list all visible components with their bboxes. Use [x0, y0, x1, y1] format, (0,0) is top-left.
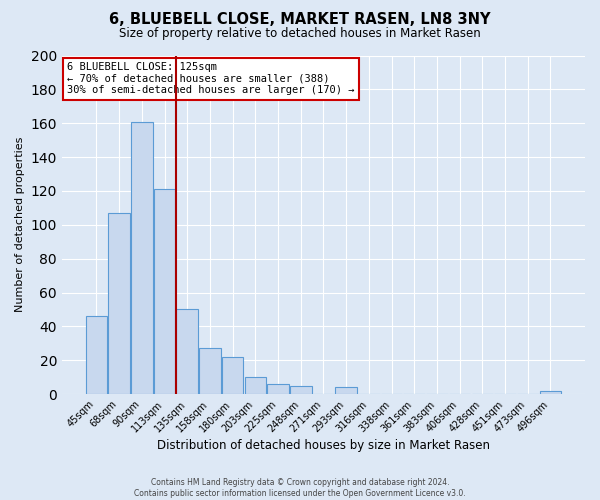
Text: 6, BLUEBELL CLOSE, MARKET RASEN, LN8 3NY: 6, BLUEBELL CLOSE, MARKET RASEN, LN8 3NY [109, 12, 491, 28]
Bar [335, 388, 357, 394]
Bar [154, 189, 175, 394]
Y-axis label: Number of detached properties: Number of detached properties [15, 137, 25, 312]
Bar [267, 384, 289, 394]
Bar [539, 390, 561, 394]
Bar [222, 357, 244, 394]
Text: Size of property relative to detached houses in Market Rasen: Size of property relative to detached ho… [119, 28, 481, 40]
Bar [199, 348, 221, 394]
Bar [86, 316, 107, 394]
Bar [290, 386, 311, 394]
Bar [131, 122, 152, 394]
Text: 6 BLUEBELL CLOSE: 125sqm
← 70% of detached houses are smaller (388)
30% of semi-: 6 BLUEBELL CLOSE: 125sqm ← 70% of detach… [67, 62, 355, 96]
X-axis label: Distribution of detached houses by size in Market Rasen: Distribution of detached houses by size … [157, 440, 490, 452]
Bar [176, 310, 198, 394]
Text: Contains HM Land Registry data © Crown copyright and database right 2024.
Contai: Contains HM Land Registry data © Crown c… [134, 478, 466, 498]
Bar [109, 213, 130, 394]
Bar [245, 377, 266, 394]
